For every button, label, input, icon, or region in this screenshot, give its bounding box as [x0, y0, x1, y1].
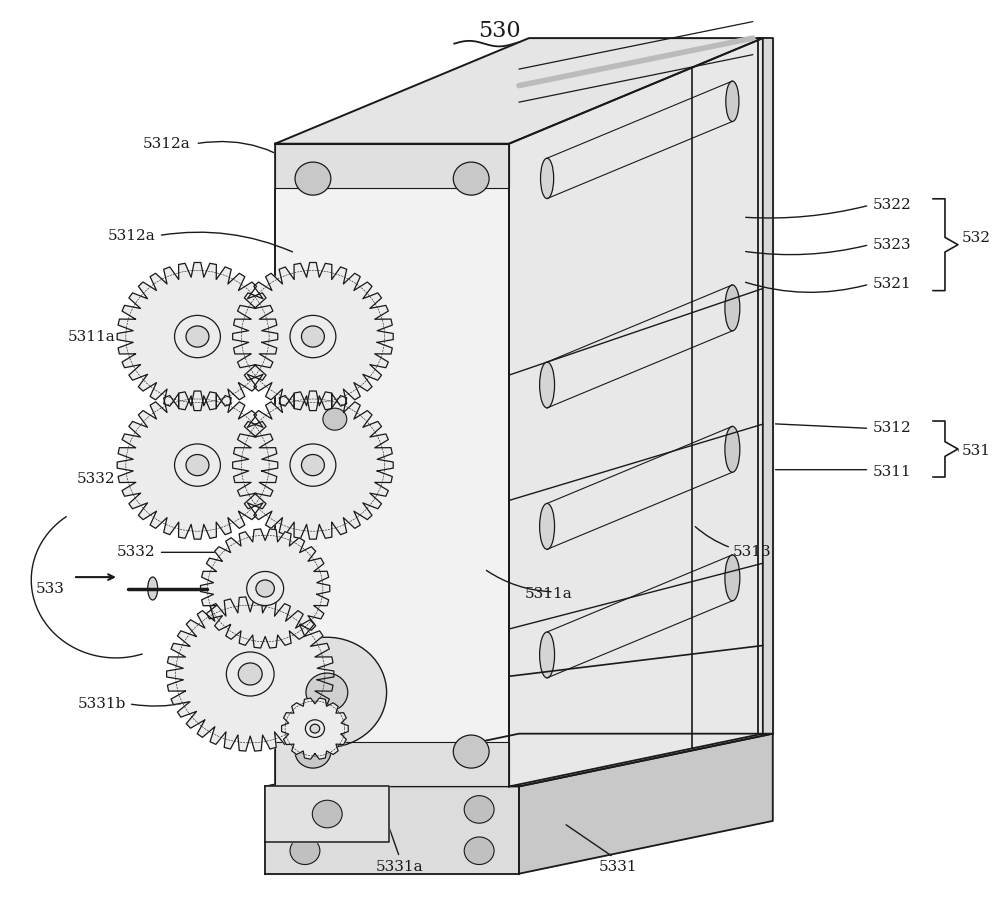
Circle shape: [290, 796, 320, 823]
Polygon shape: [275, 144, 509, 787]
Ellipse shape: [540, 362, 555, 408]
Ellipse shape: [725, 426, 740, 472]
Circle shape: [175, 444, 220, 486]
Text: 5311a: 5311a: [525, 587, 573, 600]
Circle shape: [305, 720, 324, 738]
Text: 533: 533: [36, 582, 65, 596]
Ellipse shape: [725, 285, 740, 331]
Circle shape: [295, 162, 331, 195]
Ellipse shape: [540, 504, 555, 549]
Circle shape: [290, 837, 320, 865]
Polygon shape: [275, 144, 509, 188]
Polygon shape: [117, 262, 278, 411]
Text: 5312a: 5312a: [108, 228, 156, 242]
Circle shape: [453, 162, 489, 195]
Polygon shape: [265, 787, 389, 842]
Circle shape: [312, 800, 342, 828]
Ellipse shape: [726, 81, 739, 122]
Polygon shape: [519, 734, 773, 874]
Circle shape: [323, 408, 347, 430]
Circle shape: [464, 796, 494, 823]
Polygon shape: [275, 742, 509, 787]
Ellipse shape: [725, 554, 740, 600]
Circle shape: [290, 315, 336, 357]
Text: 5312a: 5312a: [143, 136, 191, 151]
Text: 5332: 5332: [77, 472, 116, 486]
Circle shape: [310, 724, 320, 733]
Circle shape: [453, 735, 489, 768]
Circle shape: [301, 326, 324, 347]
Polygon shape: [233, 262, 393, 411]
Circle shape: [238, 663, 262, 685]
Circle shape: [290, 444, 336, 486]
Circle shape: [464, 837, 494, 865]
Text: 5321: 5321: [872, 277, 911, 291]
Polygon shape: [282, 698, 348, 759]
Circle shape: [247, 571, 284, 605]
Ellipse shape: [541, 158, 554, 199]
Polygon shape: [233, 391, 393, 539]
Circle shape: [295, 735, 331, 768]
Ellipse shape: [540, 632, 555, 678]
Text: 532: 532: [962, 231, 991, 245]
Polygon shape: [509, 38, 763, 787]
Circle shape: [186, 454, 209, 475]
Text: 5311a: 5311a: [68, 330, 116, 344]
Text: 5311: 5311: [872, 464, 911, 479]
Ellipse shape: [148, 577, 158, 600]
Polygon shape: [201, 529, 330, 648]
Polygon shape: [265, 787, 519, 874]
Circle shape: [267, 637, 387, 748]
Circle shape: [186, 326, 209, 347]
Text: 5331b: 5331b: [77, 697, 126, 711]
Text: 5331: 5331: [599, 860, 638, 874]
Text: 5312: 5312: [872, 422, 911, 436]
Circle shape: [226, 652, 274, 696]
Text: 5323: 5323: [872, 238, 911, 251]
Text: 5322: 5322: [872, 198, 911, 212]
Circle shape: [256, 580, 274, 597]
Polygon shape: [117, 391, 278, 539]
Circle shape: [175, 315, 220, 357]
Text: 5331a: 5331a: [376, 860, 423, 874]
Polygon shape: [758, 38, 773, 734]
Text: 5332: 5332: [117, 545, 156, 559]
Circle shape: [301, 454, 324, 475]
Text: 530: 530: [478, 19, 520, 41]
Circle shape: [306, 673, 348, 712]
Polygon shape: [275, 38, 763, 144]
Polygon shape: [167, 597, 334, 751]
Text: 531: 531: [962, 444, 991, 459]
Polygon shape: [265, 734, 773, 787]
Text: 5313: 5313: [733, 545, 772, 559]
